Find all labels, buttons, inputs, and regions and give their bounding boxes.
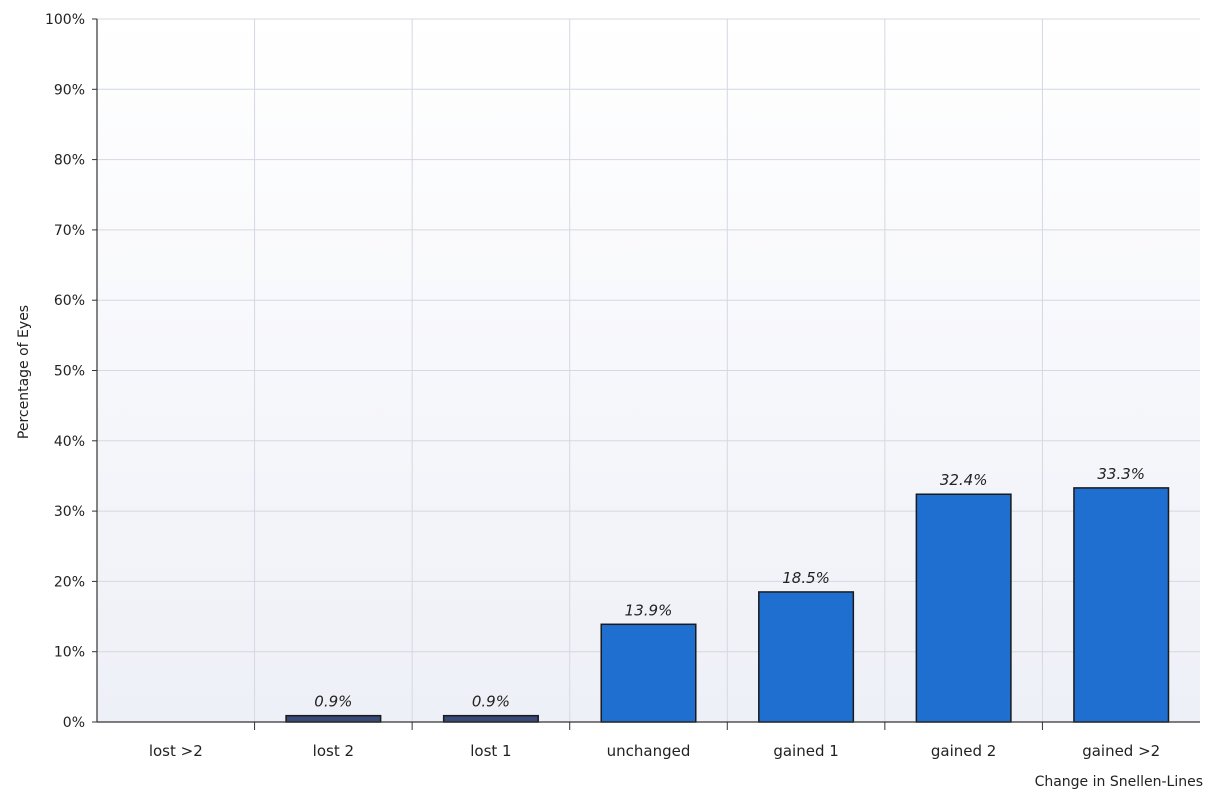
bar (1073, 487, 1170, 723)
x-tick-label: unchanged (607, 742, 691, 760)
x-tick-label: gained 1 (773, 742, 838, 760)
bars (285, 487, 1170, 723)
bar (915, 493, 1012, 723)
y-tick-label: 40% (54, 434, 85, 450)
y-axis-title: Percentage of Eyes (16, 305, 32, 439)
data-label: 32.4% (940, 471, 988, 489)
bar (285, 714, 382, 723)
data-label: 18.5% (782, 569, 830, 587)
data-label: 33.3% (1097, 465, 1145, 483)
data-label: 0.9% (472, 693, 510, 711)
bar (600, 623, 697, 723)
y-tick-label: 50% (54, 364, 85, 380)
x-tick-label: lost >2 (149, 742, 203, 760)
labels: 0% 10% 20% 30% 40% 50% 60% 70% 80% 90% 100% lost >2… (45, 12, 1160, 760)
bar (758, 591, 855, 723)
y-tick-label: 90% (54, 82, 85, 98)
x-tick-label: gained 2 (931, 742, 996, 760)
y-tick-label: 80% (54, 153, 85, 169)
data-label: 0.9% (314, 693, 352, 711)
y-tick-label: 0% (63, 715, 85, 731)
bar (442, 714, 539, 723)
y-tick-label: 100% (45, 12, 85, 28)
axes (92, 18, 1200, 730)
x-tick-label: gained >2 (1082, 742, 1160, 760)
x-tick-label: lost 2 (313, 742, 354, 760)
x-axis-title: Change in Snellen-Lines (1035, 774, 1203, 790)
y-tick-label: 70% (54, 223, 85, 239)
data-label: 13.9% (625, 601, 673, 619)
y-tick-label: 60% (54, 293, 85, 309)
x-tick-label: lost 1 (470, 742, 511, 760)
y-tick-label: 10% (54, 645, 85, 661)
grid-lines (97, 18, 1200, 722)
y-tick-label: 20% (54, 574, 85, 590)
y-tick-label: 30% (54, 504, 85, 520)
